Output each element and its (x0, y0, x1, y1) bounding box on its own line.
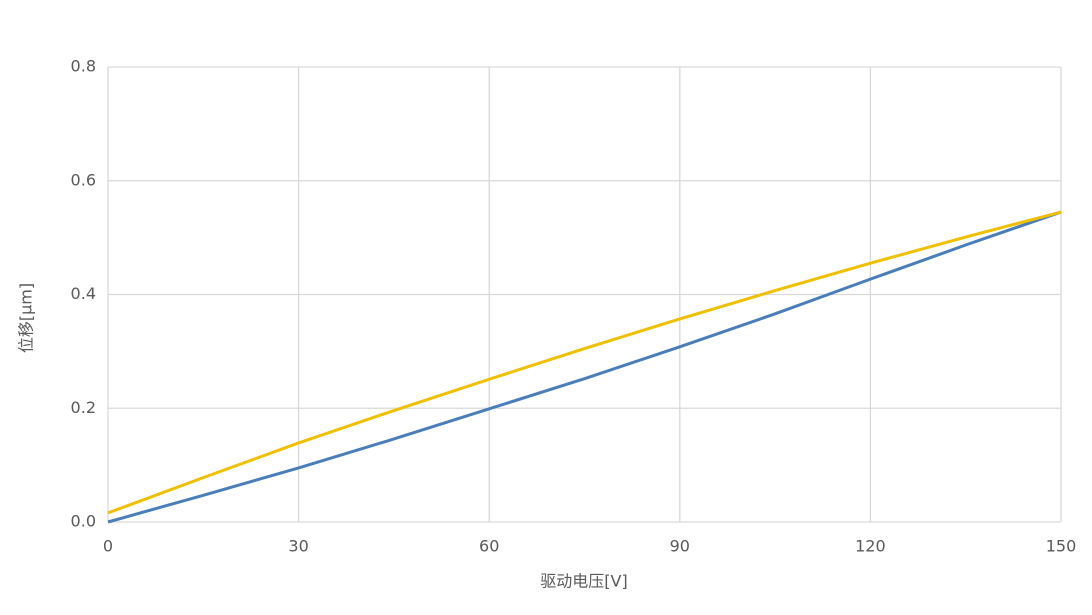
x-tick-label: 0 (103, 537, 113, 556)
y-tick-label: 0.0 (71, 512, 96, 531)
y-tick-label: 0.2 (71, 398, 96, 417)
x-tick-label: 90 (670, 537, 690, 556)
y-axis-title: 位移[μm] (17, 283, 36, 353)
x-tick-label: 30 (288, 537, 308, 556)
series-line (107, 210, 1062, 524)
y-tick-label: 0.6 (71, 170, 96, 189)
x-tick-label: 120 (855, 537, 886, 556)
y-tick-label: 0.8 (71, 57, 96, 76)
y-tick-label: 0.4 (71, 284, 96, 303)
series-line (107, 210, 1062, 515)
x-axis-title: 驱动电压[V] (540, 572, 627, 591)
x-tick-label: 60 (479, 537, 499, 556)
x-tick-label: 150 (1046, 537, 1077, 556)
